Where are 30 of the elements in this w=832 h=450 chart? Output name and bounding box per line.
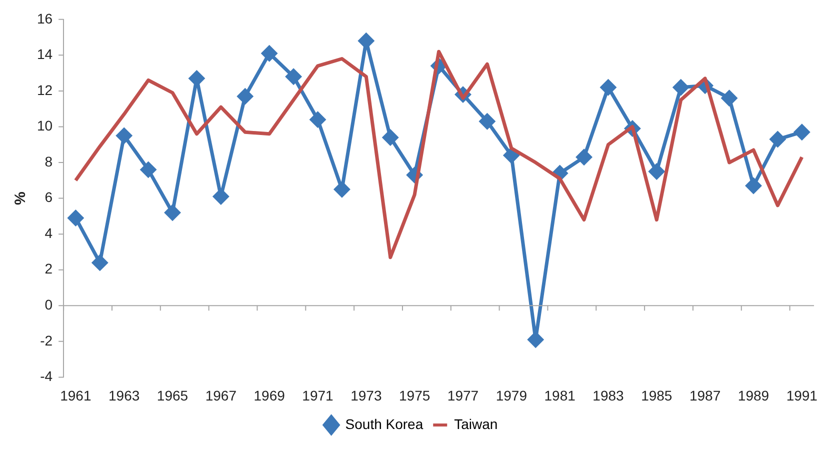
y-tick-label: 12: [36, 82, 53, 98]
y-tick-label: 10: [36, 118, 53, 134]
x-tick-label: 1965: [156, 387, 188, 404]
y-tick-label: -4: [40, 368, 53, 384]
y-tick-label: 6: [44, 189, 53, 206]
x-tick-label: 1987: [689, 387, 721, 404]
x-tick-label: 1989: [738, 387, 770, 404]
x-tick-label: 1981: [544, 387, 576, 404]
x-tick-label: 1961: [60, 387, 92, 404]
legend-label: Taiwan: [454, 416, 498, 432]
x-tick-label: 1971: [302, 387, 334, 404]
x-tick-label: 1985: [641, 387, 672, 404]
y-tick-label: 8: [44, 153, 53, 170]
x-tick-label: 1983: [592, 387, 624, 404]
x-tick-label: 1979: [496, 387, 528, 404]
x-tick-label: 1977: [447, 387, 479, 404]
legend-label: South Korea: [345, 416, 424, 432]
y-tick-label: 16: [36, 10, 53, 26]
y-tick-label: 4: [44, 224, 53, 241]
y-tick-label: 0: [44, 296, 53, 312]
y-tick-label: -2: [40, 332, 53, 348]
x-tick-label: 1973: [350, 387, 382, 404]
y-axis-title: %: [12, 192, 30, 205]
x-tick-label: 1969: [254, 387, 286, 404]
x-tick-label: 1975: [399, 387, 430, 404]
x-tick-label: 1963: [108, 387, 140, 404]
x-tick-label: 1991: [786, 387, 818, 404]
y-tick-label: 14: [36, 46, 53, 62]
y-tick-label: 2: [44, 260, 53, 277]
x-tick-label: 1967: [205, 387, 237, 404]
